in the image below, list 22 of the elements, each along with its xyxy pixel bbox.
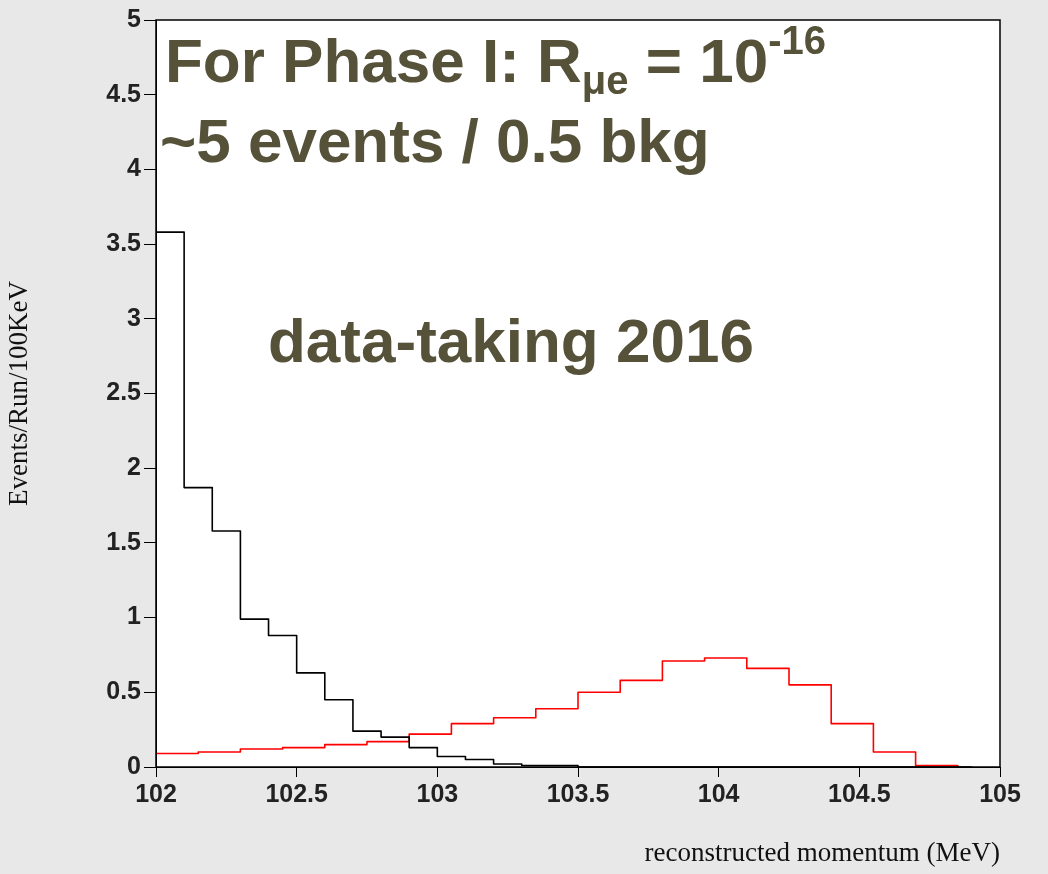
y-axis-title: Events/Run/100KeV	[3, 280, 34, 506]
x-axis-title: reconstructed momentum (MeV)	[644, 836, 1000, 867]
x-tick-label: 103.5	[546, 778, 610, 807]
x-tick-label: 102	[135, 778, 177, 807]
x-tick-label: 104	[697, 778, 740, 807]
y-tick-label: 1.5	[106, 526, 142, 555]
x-tick-label: 104.5	[828, 778, 891, 807]
y-tick-label: 0	[127, 750, 141, 779]
annotation: ~5 events / 0.5 bkg	[160, 106, 710, 175]
y-tick-label: 0.5	[106, 676, 142, 705]
y-tick-label: 2	[127, 452, 141, 481]
y-tick-label: 3.5	[106, 227, 142, 256]
annotation: data-taking 2016	[268, 306, 754, 375]
x-tick-label: 105	[979, 778, 1021, 807]
y-tick-label: 1	[127, 601, 142, 630]
y-tick-label: 4	[127, 153, 142, 182]
y-tick-label: 5	[127, 3, 142, 32]
x-tick-label: 103	[416, 778, 459, 807]
y-tick-label: 3	[127, 302, 141, 331]
x-tick-label: 102.5	[265, 778, 329, 807]
y-tick-label: 4.5	[106, 78, 142, 107]
y-tick-label: 2.5	[106, 377, 142, 406]
